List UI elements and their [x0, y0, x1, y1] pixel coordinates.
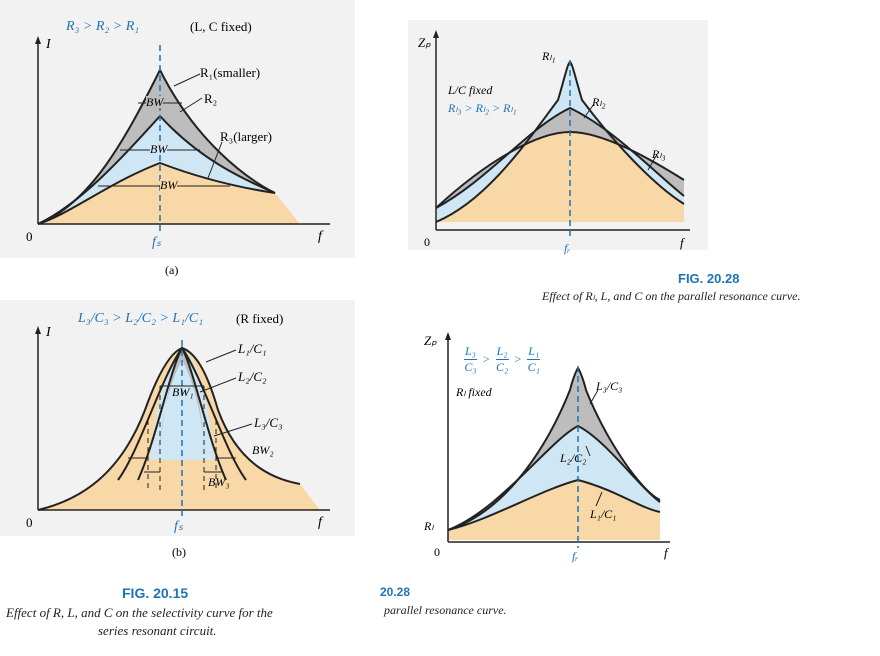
- frac-l2c2-num: L₂: [495, 344, 509, 360]
- panel-a-leader-r3: [207, 141, 223, 179]
- panel-b-sublabel: (b): [172, 545, 186, 559]
- curve-l3c3: [137, 345, 227, 481]
- panel-d-l3-label: L₃/C₃: [596, 379, 623, 393]
- panel-d-leader-l2: [585, 445, 591, 457]
- panel-c-fixed-note: L/C fixed: [448, 83, 493, 97]
- panel-d-tan-area: [448, 480, 660, 540]
- panel-b-y-arrow: [35, 326, 41, 334]
- frac-l1c1-den: C₁: [527, 360, 540, 374]
- frac-l2c2-den: C₂: [495, 360, 509, 374]
- panel-c-condition: Rₗ₃ > Rₗ₂ > Rₗ₁: [448, 101, 517, 115]
- panel-a-condition: R₃ > R₂ > R₁: [66, 19, 140, 34]
- panel-c-leader-rl2: [583, 103, 595, 119]
- panel-a-r3-label: R₃(larger): [220, 129, 272, 144]
- panel-a-r1-label: R₁(smaller): [200, 65, 261, 80]
- panel-c-leader-rl3: [647, 155, 657, 171]
- panel-c-y-label: Zₚ: [418, 35, 431, 50]
- panel-d-l1-label: L₁/C₁: [590, 507, 617, 521]
- panel-b-y-label: I: [46, 325, 51, 340]
- panel-b-bw1-label: BW₁: [172, 385, 194, 399]
- panel-d-origin: 0: [434, 545, 440, 559]
- frac-op-1: >: [482, 352, 490, 366]
- panel-d-leader-l1: [595, 491, 603, 507]
- panel-c-x-label: f: [680, 235, 684, 250]
- panel-c-rl3-label: Rₗ₃: [652, 147, 666, 161]
- panel-c-center-label: fᵣ: [564, 241, 571, 255]
- panel-c-y-arrow: [433, 30, 439, 38]
- frac-l1c1: L₁ C₁: [527, 344, 541, 375]
- panel-b-l3-label: L₃/C₃: [254, 415, 283, 430]
- panel-d-y-arrow: [445, 332, 451, 340]
- panel-c-rl2-label: Rₗ₂: [592, 95, 606, 109]
- panel-d-x-label: f: [664, 545, 668, 560]
- panel-c: Zₚ Rₗ₁ Rₗ₂ Rₗ₃ L/C fixed Rₗ₃ > Rₗ₂ > Rₗ₁…: [408, 20, 708, 260]
- frac-l3c3: L₃ C₃: [464, 344, 477, 375]
- fig-partial-caption: parallel resonance curve.: [384, 603, 507, 617]
- panel-b-fixed-note: (R fixed): [236, 311, 284, 326]
- curve-rl1-area: [436, 62, 684, 222]
- panel-a-leader-r2: [179, 97, 203, 113]
- panel-a-bw-1: BW: [146, 95, 164, 109]
- panel-b: L₃/C₃ > L₂/C₂ > L₁/C₁ (R fixed) I L₁/C₁ …: [0, 300, 360, 580]
- panel-d-center-label: fᵣ: [572, 549, 579, 563]
- panel-a-origin: 0: [26, 229, 33, 244]
- panel-d-condition: L₃ C₃ > L₂ C₂ > L₁ C₁: [464, 344, 541, 375]
- panel-c-origin: 0: [424, 235, 430, 249]
- panel-b-x-label: f: [318, 515, 322, 530]
- band-l2c2-d: [448, 426, 660, 530]
- panel-b-origin: 0: [26, 515, 33, 530]
- panel-b-l1-label: L₁/C₁: [238, 341, 267, 356]
- panel-a-center-label: fₛ: [152, 235, 162, 250]
- panel-b-leader-l1: [205, 349, 237, 363]
- fig-20-15-label: FIG. 20.15: [122, 585, 189, 601]
- panel-d-l2-label: L₂/C₂: [560, 451, 587, 465]
- panel-d-plot: [445, 332, 670, 548]
- fig-20-28-label: FIG. 20.28: [678, 271, 740, 286]
- panel-a-fixed-note: (L, C fixed): [190, 19, 252, 34]
- panel-b-plot: [0, 300, 355, 536]
- panel-d: Zₚ L₃ C₃ > L₂ C₂ > L₁ C₁ Rₗ fixed L₃/C₃ …: [420, 320, 700, 570]
- fig-20-15-caption-2: series resonant circuit.: [98, 623, 217, 638]
- band-rl3: [436, 108, 684, 208]
- fig-partial-label: 20.28: [380, 585, 411, 599]
- panel-b-bw2-label: BW₂: [252, 443, 274, 457]
- panel-a-r2-label: R₂: [204, 91, 218, 106]
- frac-l1c1-num: L₁: [527, 344, 541, 360]
- frac-l3c3-num: L₃: [464, 344, 477, 360]
- panel-a-leader-r1: [173, 73, 201, 87]
- panel-b-l2-label: L₂/C₂: [238, 369, 267, 384]
- panel-a-bw-3: BW: [160, 178, 178, 192]
- frac-l3c3-den: C₃: [464, 360, 477, 374]
- panel-c-plot: [408, 20, 708, 250]
- panel-b-bw3-label: BW₃: [208, 475, 230, 489]
- panel-d-leader-l3: [589, 389, 599, 405]
- panel-c-rl1-label: Rₗ₁: [542, 49, 556, 63]
- curve-r3: [37, 161, 276, 225]
- frac-op-2: >: [514, 352, 522, 366]
- panel-b-leader-l2: [199, 377, 237, 393]
- curve-rl2: [435, 106, 685, 209]
- panel-d-start-label: Rₗ: [424, 519, 434, 533]
- panel-b-center-label: fₛ: [174, 519, 184, 534]
- panel-a-x-label: f: [318, 229, 322, 244]
- curve-l2c2-d: [447, 424, 661, 531]
- curve-r3-area: [38, 163, 300, 224]
- panel-d-fixed-note: Rₗ fixed: [456, 385, 492, 399]
- panel-a-plot: [0, 0, 355, 258]
- panel-b-leader-l3: [213, 423, 253, 437]
- frac-l2c2: L₂ C₂: [495, 344, 509, 375]
- panel-a-y-arrow: [35, 36, 41, 44]
- fig-20-15-caption-1: Effect of R, L, and C on the selectivity…: [6, 605, 273, 620]
- panel-a-sublabel: (a): [165, 263, 179, 277]
- panel-b-condition: L₃/C₃ > L₂/C₂ > L₁/C₁: [78, 311, 204, 326]
- panel-d-y-label: Zₚ: [424, 333, 437, 348]
- panel-a: R₃ > R₂ > R₁ (L, C fixed) I R₁(smaller) …: [0, 0, 360, 290]
- panel-a-bw-2: BW: [150, 142, 168, 156]
- panel-a-y-label: I: [46, 37, 51, 52]
- fig-20-28-caption: Effect of Rₗ, L, and C on the parallel r…: [542, 289, 801, 303]
